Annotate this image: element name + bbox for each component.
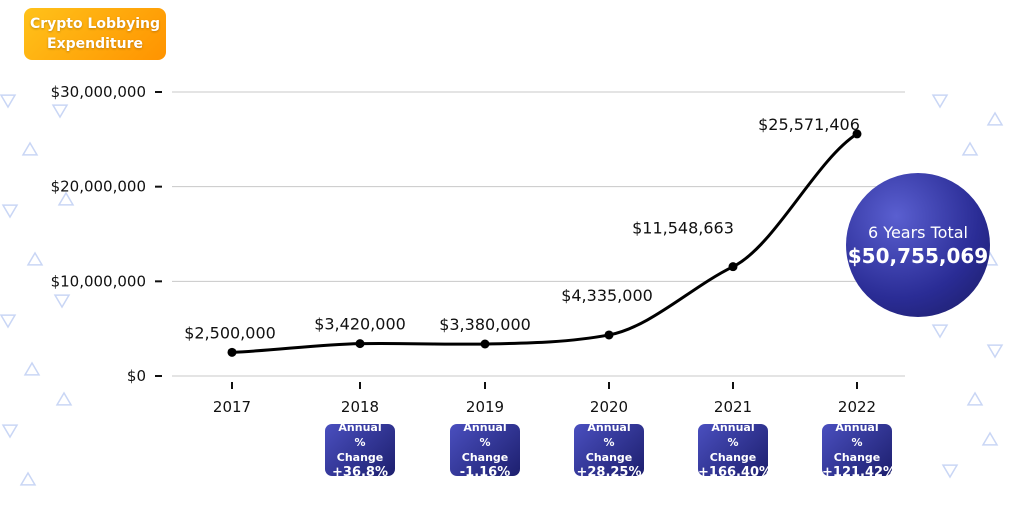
total-circle: 6 Years Total $50,755,069 — [846, 173, 990, 317]
decor-triangle-icon — [23, 361, 41, 376]
decor-triangle-icon — [51, 104, 69, 119]
data-label: $3,420,000 — [314, 315, 406, 334]
x-tick-label: 2019 — [466, 398, 504, 416]
decor-triangle-icon — [1, 424, 19, 439]
decor-triangle-icon — [931, 324, 949, 339]
decor-triangle-icon — [21, 141, 39, 156]
decor-triangle-icon — [0, 314, 17, 329]
decor-triangle-icon — [0, 94, 17, 109]
decor-triangle-icon — [1, 204, 19, 219]
annual-change-label: Annual % Change — [709, 421, 757, 464]
data-point — [355, 339, 365, 349]
y-tick-label: $30,000,000 — [51, 83, 146, 101]
y-tick-label: $10,000,000 — [51, 272, 146, 290]
data-label: $4,335,000 — [561, 286, 653, 305]
decor-triangle-icon — [986, 344, 1004, 359]
annual-change-value: +36.8% — [332, 465, 388, 480]
decor-triangle-icon — [981, 431, 999, 446]
y-tick-label: $0 — [127, 367, 146, 385]
annual-change-badge: Annual % Change +36.8% — [325, 421, 395, 480]
x-tick-label: 2018 — [341, 398, 379, 416]
annual-change-label: Annual % Change — [833, 421, 881, 464]
data-label: $3,380,000 — [439, 315, 531, 334]
decor-triangle-icon — [53, 294, 71, 309]
data-label: $11,548,663 — [632, 219, 734, 238]
x-tick-label: 2021 — [714, 398, 752, 416]
annual-change-value: -1.16% — [459, 465, 511, 480]
decor-triangle-icon — [966, 391, 984, 406]
decor-triangle-icon — [55, 391, 73, 406]
annual-change-badge: Annual % Change +121.42% — [822, 421, 896, 480]
annual-change-value: +166.40% — [698, 465, 773, 480]
decor-triangle-icon — [941, 464, 959, 479]
x-tick-label: 2022 — [838, 398, 876, 416]
annual-change-badge: Annual % Change +28.25% — [574, 421, 644, 480]
annual-change-label: Annual % Change — [461, 421, 509, 464]
chart-title: Crypto Lobbying Expenditure — [24, 8, 166, 60]
data-label: $25,571,406 — [758, 115, 860, 134]
annual-change-badge: Annual % Change -1.16% — [450, 421, 520, 480]
data-point — [604, 330, 614, 340]
x-tick-label: 2017 — [213, 398, 251, 416]
data-point — [227, 347, 237, 357]
data-point — [480, 339, 490, 349]
data-point — [852, 129, 862, 139]
y-tick-label: $20,000,000 — [51, 178, 146, 196]
decor-triangle-icon — [19, 471, 37, 486]
data-label: $2,500,000 — [184, 323, 276, 342]
annual-change-label: Annual % Change — [336, 421, 384, 464]
decor-triangle-icon — [26, 251, 44, 266]
annual-change-value: +28.25% — [576, 465, 642, 480]
annual-change-badge: Annual % Change +166.40% — [698, 421, 772, 480]
series-line — [231, 132, 858, 354]
decor-triangle-icon — [57, 191, 75, 206]
decor-triangle-icon — [986, 111, 1004, 126]
annual-change-label: Annual % Change — [585, 421, 633, 464]
total-label: 6 Years Total — [868, 222, 968, 242]
data-point — [728, 262, 738, 272]
annual-change-value: +121.42% — [822, 465, 897, 480]
x-tick-label: 2020 — [590, 398, 628, 416]
decor-triangle-icon — [961, 141, 979, 156]
decor-triangle-icon — [931, 94, 949, 109]
total-value: $50,755,069 — [847, 243, 989, 268]
